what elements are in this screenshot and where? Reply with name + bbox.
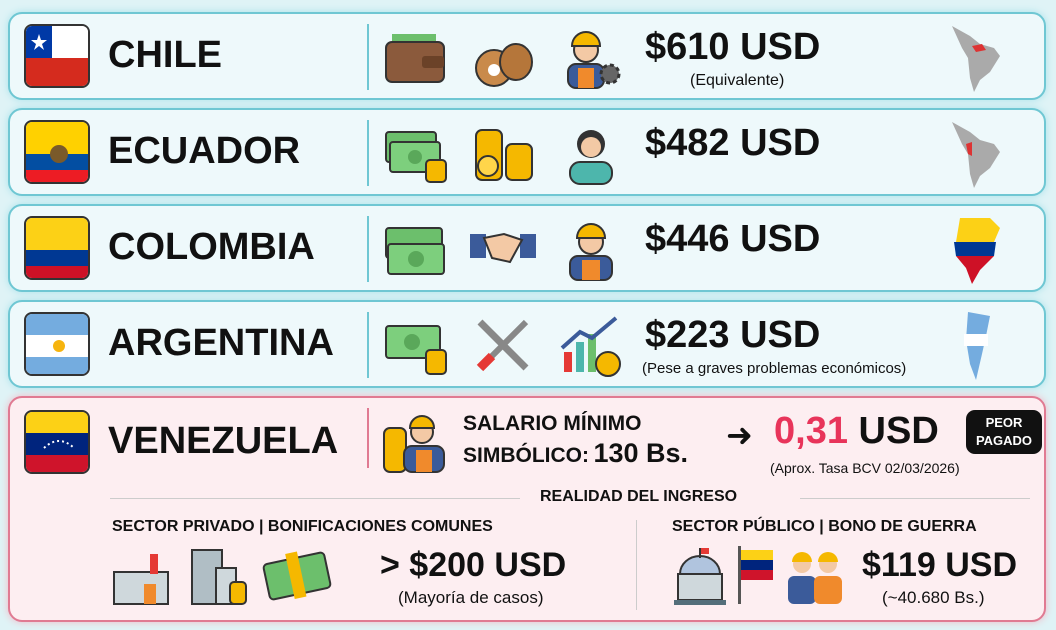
- divider: [636, 520, 637, 610]
- divider: [367, 216, 369, 282]
- country-name: COLOMBIA: [108, 226, 315, 268]
- public-sector-value: $119 USD: [862, 546, 1017, 584]
- venezuela-flag-icon: [24, 410, 90, 474]
- ecuador-flag-icon: [24, 120, 90, 184]
- public-sector-title: SECTOR PÚBLICO | BONO DE GUERRA: [672, 518, 977, 535]
- public-sector-note: (~40.680 Bs.): [882, 588, 985, 607]
- country-row-ecuador: ECUADOR $482 USD: [8, 108, 1046, 196]
- worst-paid-badge: PEOR PAGADO: [966, 410, 1042, 454]
- badge-line: PAGADO: [975, 433, 1033, 448]
- salary-value: $223 USD: [645, 314, 821, 356]
- cash-coins-icon: [385, 131, 447, 183]
- coin-stacks-icon: [475, 129, 533, 181]
- chile-flag-icon: [24, 24, 90, 88]
- growth-chart-icon: [560, 316, 621, 377]
- woman-worker-icon: [569, 130, 613, 185]
- wallet-icon: [385, 34, 445, 83]
- country-row-chile: CHILE $610 USD (Equivalente): [8, 12, 1046, 100]
- country-name: ECUADOR: [108, 130, 301, 172]
- venezuela-flag-pole-icon: [738, 546, 773, 604]
- private-sector-title: SECTOR PRIVADO | BONIFICACIONES COMUNES: [112, 518, 493, 535]
- badge-line: PEOR: [985, 415, 1023, 430]
- workers-icon: [788, 552, 842, 604]
- worker-gear-icon: [567, 31, 621, 89]
- country-row-colombia: COLOMBIA $446 USD: [8, 204, 1046, 292]
- exchange-rate-note: (Aprox. Tasa BCV 02/03/2026): [770, 460, 960, 476]
- minimum-wage-value: 130 Bs.: [593, 438, 689, 468]
- country-row-venezuela: VENEZUELA SALARIO MÍNIMO SIMBÓLICO: 130 …: [8, 396, 1046, 622]
- divider: [367, 312, 369, 378]
- section-title: REALIDAD DEL INGRESO: [540, 488, 738, 505]
- salary-value: $610 USD: [645, 26, 821, 68]
- private-sector-note: (Mayoría de casos): [398, 588, 544, 607]
- minimum-wage-label: SALARIO MÍNIMO: [463, 412, 642, 435]
- salary-note: (Pese a graves problemas económicos): [642, 360, 907, 377]
- divider: [367, 408, 369, 468]
- colombia-flag-icon: [24, 216, 90, 280]
- salary-value: $482 USD: [645, 122, 821, 164]
- tools-icon: [476, 319, 529, 372]
- divider: [367, 24, 369, 90]
- argentina-flag-icon: [24, 312, 90, 376]
- private-sector-value: > $200 USD: [380, 546, 567, 584]
- divider: [800, 498, 1030, 499]
- usd-equivalent-value: 0,31: [774, 410, 848, 452]
- cash-icon: [385, 227, 445, 275]
- cash-coins-icon: [385, 325, 447, 375]
- worker-coins-icon: [383, 415, 445, 473]
- buildings-coins-icon: [191, 549, 247, 605]
- symbolic-label: SIMBÓLICO:: [463, 444, 589, 467]
- country-name: VENEZUELA: [108, 420, 339, 462]
- country-row-argentina: ARGENTINA $223 USD (Pese a graves proble…: [8, 300, 1046, 388]
- divider: [367, 120, 369, 186]
- government-building-icon: [674, 548, 726, 605]
- divider: [110, 498, 520, 499]
- south-america-map-icon: [952, 26, 1000, 92]
- south-america-map-icon: [952, 122, 1000, 188]
- salary-value: $446 USD: [645, 218, 821, 260]
- factory-icon: [113, 554, 169, 605]
- colombia-map-icon: [954, 218, 1000, 284]
- usd-unit: USD: [858, 410, 939, 452]
- argentina-map-icon: [964, 312, 990, 380]
- worker-icon: [569, 223, 613, 281]
- country-name: CHILE: [108, 34, 222, 76]
- money-bags-icon: [475, 43, 533, 87]
- cash-bundle-icon: [262, 551, 332, 601]
- handshake-icon: [470, 232, 536, 264]
- salary-note: (Equivalente): [690, 72, 785, 89]
- arrow-icon: ➜: [726, 417, 753, 453]
- country-name: ARGENTINA: [108, 322, 334, 364]
